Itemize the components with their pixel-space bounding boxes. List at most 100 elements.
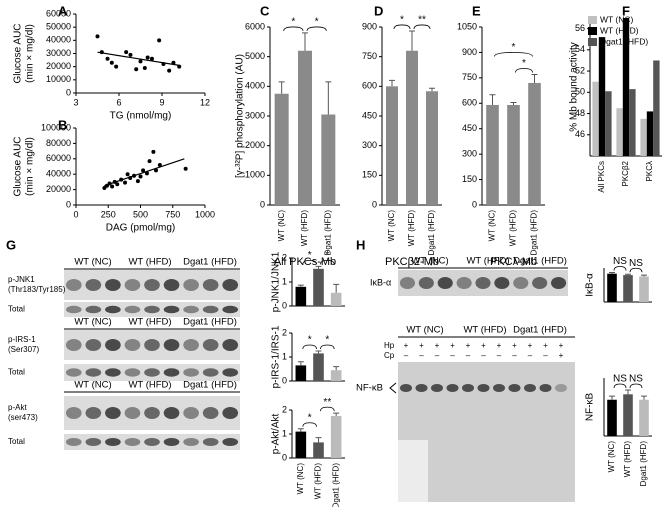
point xyxy=(105,56,110,61)
lane-sign: – xyxy=(543,351,548,360)
y-axis-label: p-Akt/Akt xyxy=(271,414,282,455)
point xyxy=(145,55,150,60)
y-tick-label: 60000 xyxy=(46,8,71,18)
x-tick-label: WT (HFD) xyxy=(509,210,518,247)
significance-label: * xyxy=(512,42,516,53)
bar xyxy=(486,104,499,205)
significance-label: NS xyxy=(613,374,627,385)
blot-band xyxy=(183,368,199,377)
blot-band xyxy=(105,305,121,314)
blot-band xyxy=(551,277,567,289)
blot-band xyxy=(85,407,102,419)
y-axis-label: p-IRS-1/IRS-1 xyxy=(271,325,282,388)
blot-band xyxy=(124,305,141,314)
lane-sign: + xyxy=(466,341,471,350)
bar xyxy=(295,286,307,306)
error-bar xyxy=(409,30,415,51)
gel-band xyxy=(477,384,490,392)
group-label: Dgat1 (HFD) xyxy=(183,317,237,328)
error-bar xyxy=(531,73,538,83)
error-bar xyxy=(315,350,322,354)
x-tick-label: PKCλ xyxy=(645,161,654,181)
x-tick-label: 250 xyxy=(101,209,116,219)
blot-band xyxy=(65,438,82,446)
bar xyxy=(528,82,541,205)
significance-label: * xyxy=(308,335,312,346)
blot-band xyxy=(202,279,219,291)
panel-letter: C xyxy=(260,3,270,18)
significance-bracket xyxy=(320,406,335,412)
trend-line xyxy=(97,51,180,66)
error-bar xyxy=(389,79,395,87)
point xyxy=(138,174,143,179)
y-tick-label: 48 xyxy=(575,108,585,118)
gel-band xyxy=(555,384,567,392)
bar xyxy=(313,442,324,458)
lane-sign: – xyxy=(435,351,440,360)
error-bar xyxy=(429,87,435,92)
error-bar xyxy=(625,389,631,395)
y-axis-label: Glucose AUC xyxy=(13,23,24,83)
error-bar xyxy=(315,437,322,443)
y-tick-label: 50 xyxy=(575,87,585,97)
lane-sign: – xyxy=(419,351,424,360)
y-tick-label: 2 xyxy=(282,327,287,337)
x-tick-label: 750 xyxy=(165,209,180,219)
lane-sign: + xyxy=(450,341,455,350)
blot-band xyxy=(399,277,416,289)
error-bar xyxy=(609,395,615,400)
point xyxy=(128,52,133,57)
bar xyxy=(295,431,307,458)
bar xyxy=(639,399,649,436)
legend-swatch xyxy=(588,38,597,46)
blot-band xyxy=(183,407,199,419)
lane-sign: + xyxy=(559,341,564,350)
y-tick-label: 80000 xyxy=(46,138,71,148)
group-label: WT (NC) xyxy=(411,256,448,267)
y-tick-label: 10000 xyxy=(46,74,71,84)
trend-line xyxy=(104,158,185,187)
point xyxy=(124,50,129,55)
gel-band xyxy=(400,384,412,392)
gel-band xyxy=(493,384,505,392)
blot-band xyxy=(144,438,160,446)
significance-bracket xyxy=(413,24,431,30)
x-tick-label: Dgat1 (HFD) xyxy=(331,463,340,507)
blot-band xyxy=(183,339,199,351)
y-tick-label: 1 xyxy=(282,276,287,286)
x-tick-label: 3 xyxy=(73,97,78,107)
gel-band xyxy=(524,384,536,392)
bar xyxy=(313,268,324,306)
significance-label: NS xyxy=(613,256,627,267)
gel-band xyxy=(431,384,443,392)
y-tick-label: 0 xyxy=(66,199,71,209)
blot-band xyxy=(202,438,219,446)
bar xyxy=(313,353,324,381)
significance-label: * xyxy=(522,58,526,69)
group-label: WT (HFD) xyxy=(128,317,171,328)
blot-band xyxy=(222,438,239,446)
blot-band xyxy=(513,277,529,289)
row-label: Total xyxy=(8,368,25,377)
point xyxy=(141,168,146,173)
bar xyxy=(640,118,647,156)
x-tick-label: WT (NC) xyxy=(296,463,305,495)
bar xyxy=(406,50,418,205)
lane-sign: + xyxy=(435,341,440,350)
y-tick-label: 2 xyxy=(282,252,287,262)
bar xyxy=(653,60,660,156)
error-bar xyxy=(333,283,340,293)
significance-bracket xyxy=(393,24,411,30)
lane-label: Hp xyxy=(384,341,395,350)
lane-sign: – xyxy=(512,351,517,360)
panel-letter: D xyxy=(374,3,383,18)
point xyxy=(115,182,120,187)
blot-band xyxy=(85,339,102,351)
x-tick-label: WT (HFD) xyxy=(314,463,323,500)
blot-band xyxy=(202,305,219,314)
blot-band xyxy=(532,277,548,289)
row-label: (ser473) xyxy=(8,413,38,422)
x-tick-label: WT (NC) xyxy=(277,210,286,242)
row-label: Total xyxy=(8,437,25,446)
y-tick-label: 900 xyxy=(362,21,377,31)
